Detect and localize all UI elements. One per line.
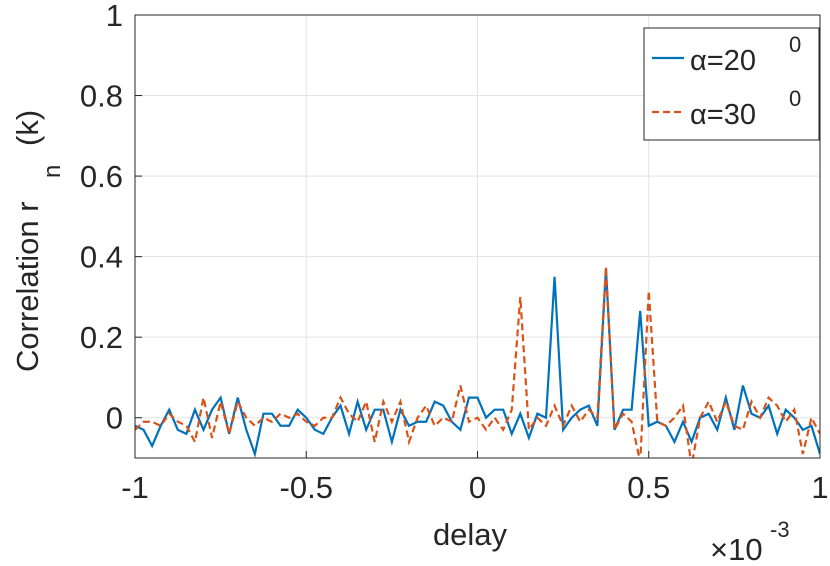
y-tick-label: 0.6 (80, 159, 123, 194)
plot-lines (135, 266, 820, 458)
y-axis-label-main: Correlation r (10, 201, 45, 372)
legend-label-superscript: 0 (789, 32, 801, 57)
y-tick-label: 0.2 (80, 320, 123, 355)
x-axis-label: delay (433, 517, 508, 552)
y-tick-label: 0.4 (80, 240, 123, 275)
y-axis-label: Correlation r n (k) (10, 110, 66, 372)
x-tick-label: 0 (469, 470, 486, 505)
y-axis-label-suffix: (k) (10, 110, 45, 146)
ticks: -1 -0.5 0 0.5 1 0 0.2 0.4 0.6 0.8 1 (80, 0, 829, 505)
y-axis-label-subscript: n (39, 165, 66, 178)
legend-label-superscript: 0 (789, 86, 801, 111)
x-tick-label: 1 (811, 470, 828, 505)
legend-label: α=30 (690, 99, 756, 131)
series-line (135, 266, 820, 458)
x-exponent-base: ×10 (710, 532, 763, 566)
x-tick-label: -0.5 (280, 470, 333, 505)
y-tick-label: 1 (106, 0, 123, 33)
legend-label: α=20 (690, 45, 756, 77)
y-tick-label: 0.8 (80, 79, 123, 114)
x-exponent: -3 (770, 517, 790, 542)
x-tick-label: -1 (121, 470, 149, 505)
y-tick-label: 0 (106, 401, 123, 436)
series-line (135, 268, 820, 458)
x-tick-label: 0.5 (627, 470, 670, 505)
legend: α=20 0 α=30 0 (643, 27, 820, 141)
legend-box (643, 27, 820, 141)
